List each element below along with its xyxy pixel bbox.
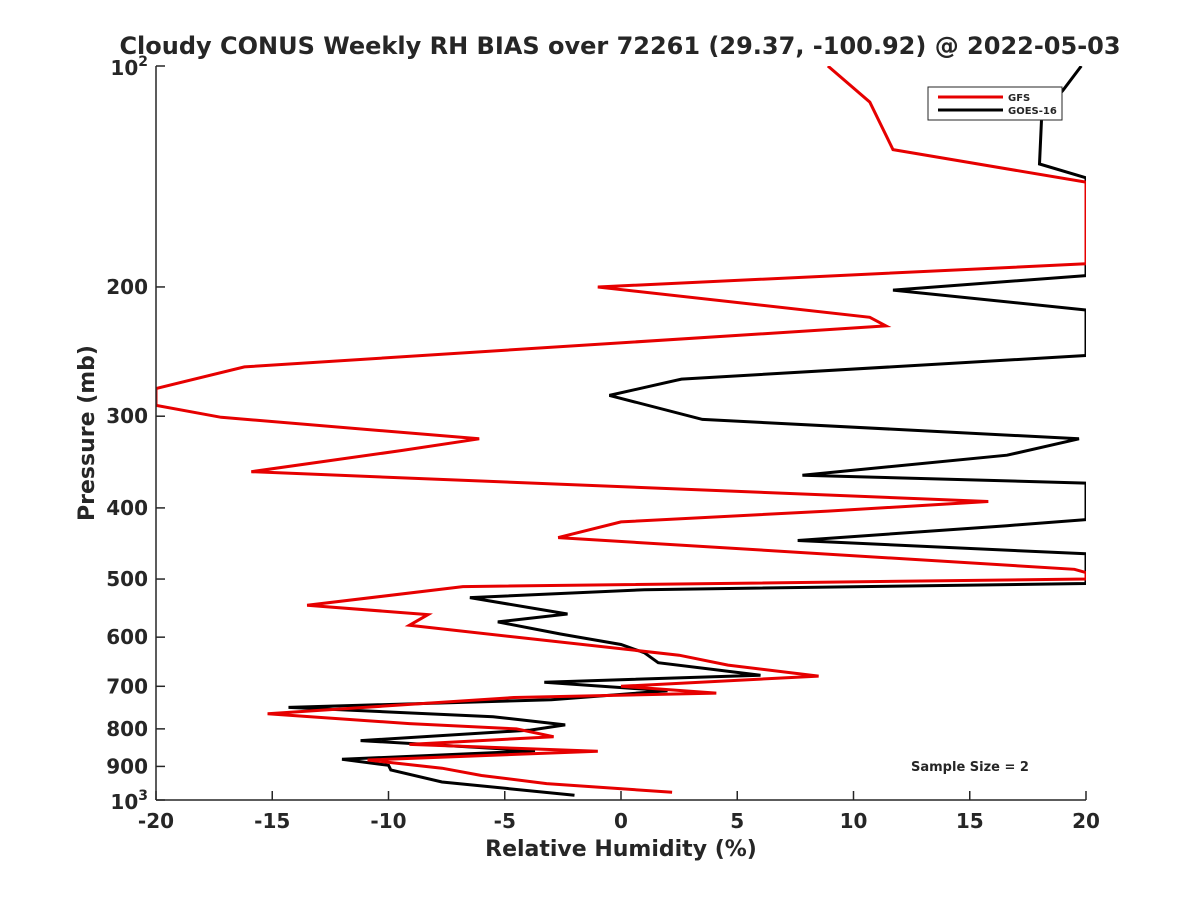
y-tick-label: 600 bbox=[106, 625, 148, 649]
y-tick-label: 103 bbox=[110, 788, 148, 814]
x-tick-label: 5 bbox=[730, 809, 744, 833]
y-tick-label: 800 bbox=[106, 717, 148, 741]
y-tick-label: 300 bbox=[106, 404, 148, 428]
legend-label-gfs: GFS bbox=[1008, 93, 1030, 104]
legend-box bbox=[927, 86, 1063, 121]
y-tick-label: 500 bbox=[106, 567, 148, 591]
series-line-gfs bbox=[156, 66, 1086, 794]
y-tick-label: 900 bbox=[106, 754, 148, 778]
x-tick-label: -15 bbox=[254, 809, 290, 833]
series-line-goes-16 bbox=[288, 66, 1086, 797]
chart-title: Cloudy CONUS Weekly RH BIAS over 72261 (… bbox=[119, 32, 1120, 60]
y-axis-label: Pressure (mb) bbox=[75, 345, 100, 521]
x-tick-label: -10 bbox=[370, 809, 406, 833]
y-tick-label: 200 bbox=[106, 275, 148, 299]
legend-label-goes-16: GOES-16 bbox=[1008, 106, 1057, 117]
x-axis-label: Relative Humidity (%) bbox=[485, 837, 757, 862]
x-tick-label: 10 bbox=[840, 809, 868, 833]
legend: GFS GOES-16 bbox=[927, 86, 1063, 121]
x-tick-label: -20 bbox=[138, 809, 174, 833]
y-tick-label: 400 bbox=[106, 496, 148, 520]
x-tick-label: 15 bbox=[956, 809, 984, 833]
x-tick-label: 0 bbox=[614, 809, 628, 833]
x-tick-label: 20 bbox=[1072, 809, 1100, 833]
sample-size-annotation: Sample Size = 2 bbox=[911, 760, 1029, 775]
y-tick-label: 700 bbox=[106, 674, 148, 698]
y-tick-label: 102 bbox=[110, 54, 148, 80]
x-tick-label: -5 bbox=[494, 809, 516, 833]
